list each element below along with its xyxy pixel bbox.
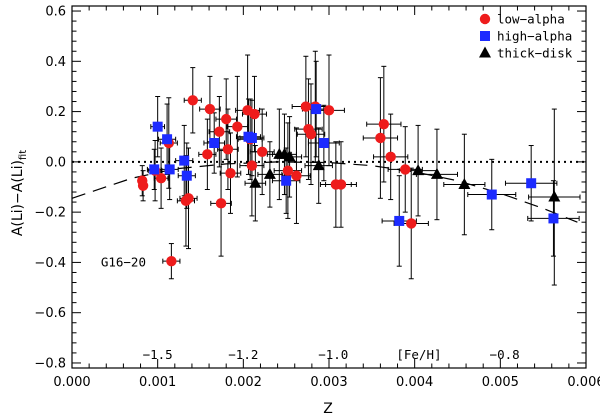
x-tick-label: 0.006 bbox=[567, 375, 600, 390]
axes: 0.000 0.001 0.002 0.003 0.004 0.005 0.006 −0.8 −… bbox=[34, 5, 600, 390]
legend-label: thick−disk bbox=[497, 46, 573, 61]
point-circle bbox=[221, 113, 232, 125]
point-circle bbox=[214, 126, 225, 137]
x-tick-label: 0.002 bbox=[225, 375, 262, 390]
feh-label: −0.8 bbox=[490, 347, 520, 362]
labels: Z [Fe/H] G16−20 A(Li)−A(Li)fit bbox=[10, 150, 442, 417]
y-tick-label: 0.4 bbox=[45, 55, 66, 70]
point-square bbox=[486, 189, 497, 200]
point-square bbox=[318, 138, 329, 149]
feh-label: −1.5 bbox=[143, 347, 173, 362]
error-bars bbox=[138, 50, 581, 286]
x-tick-label: 0.000 bbox=[53, 375, 90, 390]
point-square bbox=[246, 132, 257, 143]
feh-axis-title: [Fe/H] bbox=[396, 347, 441, 362]
point-circle bbox=[249, 108, 260, 120]
point-circle bbox=[187, 95, 198, 106]
point-circle bbox=[305, 129, 317, 140]
point-triangle bbox=[263, 167, 276, 179]
legend-label: high−alpha bbox=[497, 29, 572, 44]
y-tick-label: −0.8 bbox=[34, 356, 66, 371]
point-triangle bbox=[249, 176, 262, 188]
point-square bbox=[209, 138, 220, 149]
data-points bbox=[137, 95, 561, 267]
point-circle bbox=[166, 255, 177, 267]
point-square bbox=[152, 121, 163, 132]
point-circle bbox=[137, 180, 149, 191]
point-circle bbox=[202, 149, 213, 160]
point-circle bbox=[323, 105, 335, 116]
point-square bbox=[179, 155, 190, 166]
point-square bbox=[281, 175, 292, 186]
feh-label: −1.2 bbox=[228, 347, 258, 362]
point-circle bbox=[282, 165, 294, 176]
point-triangle bbox=[548, 190, 561, 202]
legend: low−alpha high−alpha thick−disk bbox=[479, 12, 573, 61]
x-axis-label: Z bbox=[323, 401, 333, 417]
point-circle bbox=[378, 118, 390, 130]
point-square bbox=[181, 170, 192, 181]
x-tick-label: 0.003 bbox=[310, 375, 347, 390]
point-square bbox=[162, 134, 173, 145]
point-square bbox=[394, 215, 405, 226]
point-square bbox=[311, 104, 322, 115]
point-circle bbox=[385, 151, 396, 163]
legend-label: low−alpha bbox=[497, 12, 565, 27]
point-circle bbox=[222, 144, 234, 155]
legend-marker-triangle bbox=[479, 46, 491, 58]
point-square bbox=[149, 164, 160, 175]
point-triangle bbox=[430, 167, 443, 179]
y-axis-label-subscript: fit bbox=[18, 150, 29, 160]
point-circle bbox=[335, 179, 347, 190]
point-triangle bbox=[458, 177, 471, 189]
y-tick-label: 0.6 bbox=[45, 5, 66, 20]
point-square bbox=[526, 178, 537, 189]
point-circle bbox=[400, 164, 411, 175]
point-circle bbox=[256, 146, 268, 158]
point-circle bbox=[183, 193, 194, 204]
point-triangle bbox=[283, 150, 296, 162]
x-tick-label: 0.004 bbox=[396, 375, 433, 390]
point-circle bbox=[215, 198, 227, 209]
y-axis-label: A(Li)−A(Li)fit bbox=[10, 150, 29, 236]
point-square bbox=[164, 164, 175, 175]
y-tick-label: −0.6 bbox=[34, 306, 66, 321]
point-circle bbox=[291, 170, 302, 181]
y-tick-label: −0.4 bbox=[34, 256, 66, 271]
feh-label: −1.0 bbox=[318, 347, 348, 362]
point-circle bbox=[406, 218, 417, 229]
legend-marker-circle bbox=[479, 13, 491, 25]
y-tick-label: −0.2 bbox=[34, 206, 66, 221]
point-circle bbox=[155, 173, 167, 184]
annotation-g16-20: G16−20 bbox=[101, 254, 146, 269]
point-circle bbox=[300, 101, 312, 112]
point-square bbox=[548, 213, 559, 224]
point-circle bbox=[375, 132, 386, 144]
y-tick-label: 0.2 bbox=[45, 105, 66, 120]
point-triangle bbox=[312, 159, 325, 171]
y-tick-label: 0.0 bbox=[45, 155, 66, 170]
point-circle bbox=[232, 121, 243, 132]
point-circle bbox=[246, 160, 258, 171]
legend-marker-square bbox=[480, 31, 490, 41]
point-circle bbox=[204, 103, 216, 115]
point-circle bbox=[225, 167, 236, 179]
y-axis-label-main: A(Li)−A(Li) bbox=[10, 160, 26, 236]
x-tick-label: 0.001 bbox=[139, 375, 176, 390]
point-triangle bbox=[412, 164, 425, 176]
x-tick-label: 0.005 bbox=[482, 375, 519, 390]
